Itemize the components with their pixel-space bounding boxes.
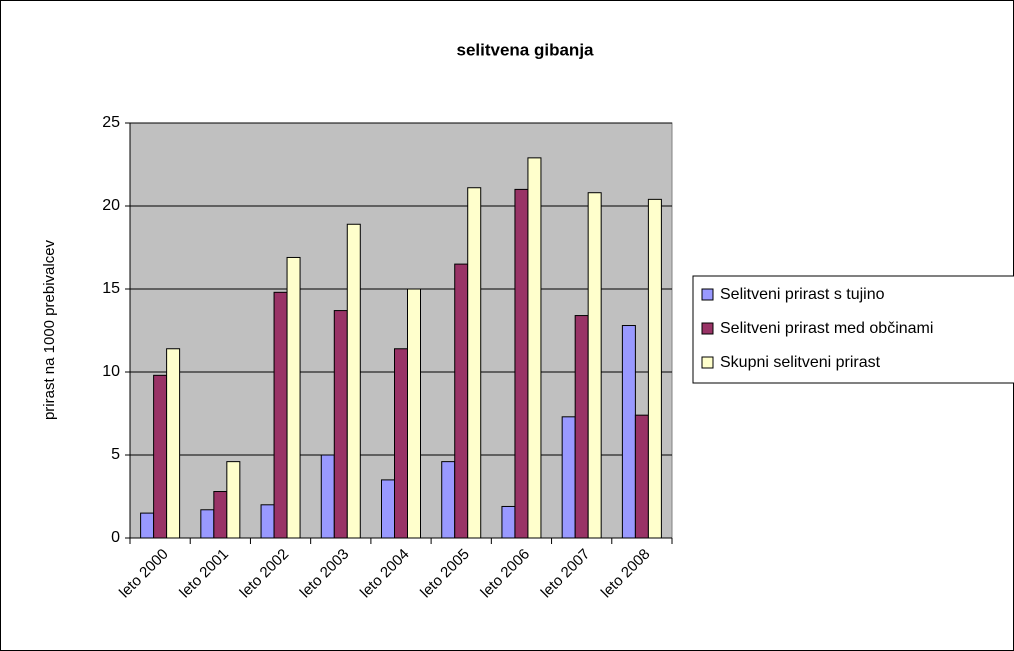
y-tick-label: 20 [102, 197, 120, 214]
bar [407, 288, 421, 539]
y-tick-label: 0 [111, 529, 120, 546]
bar [621, 325, 636, 539]
bar [286, 256, 301, 539]
bar [153, 374, 168, 539]
chart-title: selitvena gibanja [457, 40, 595, 59]
bar [346, 223, 361, 539]
bar [200, 509, 215, 539]
bar [226, 461, 241, 539]
legend-label: Selitveni prirast med občinami [720, 320, 933, 337]
legend-label: Skupni selitveni prirast [720, 354, 881, 371]
y-axis-title: prirast na 1000 prebivalcev [41, 239, 58, 420]
bar [574, 315, 589, 539]
bar [273, 291, 288, 539]
bar [166, 348, 181, 539]
y-tick-label: 25 [102, 114, 120, 131]
bar [561, 416, 576, 539]
legend-swatch [701, 322, 714, 335]
bar [527, 157, 542, 539]
y-tick-label: 15 [102, 280, 120, 297]
y-tick-label: 10 [102, 363, 120, 380]
legend-swatch [701, 288, 714, 301]
bar [381, 479, 395, 539]
bar [394, 348, 408, 539]
bar [260, 504, 275, 539]
bar [213, 491, 228, 539]
bar [647, 198, 662, 539]
bar [501, 505, 516, 539]
y-tick-label: 5 [111, 446, 120, 463]
legend-box [692, 275, 1014, 384]
bar [634, 414, 649, 539]
legend-swatch [701, 356, 714, 369]
bar [441, 461, 456, 539]
bar [454, 263, 469, 539]
bar [333, 310, 348, 539]
bar [514, 188, 529, 539]
legend-label: Selitveni prirast s tujino [720, 286, 885, 303]
bar [140, 512, 155, 539]
bar [320, 454, 335, 539]
bar [467, 187, 482, 539]
bar [587, 192, 602, 539]
